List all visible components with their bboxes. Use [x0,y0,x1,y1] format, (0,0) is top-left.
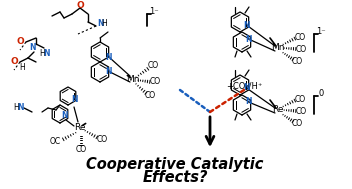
Text: CO: CO [150,77,161,87]
Text: O: O [10,57,18,67]
Text: Mn: Mn [126,75,140,84]
Text: N: N [105,67,111,77]
Text: N: N [71,95,77,105]
Text: N: N [43,50,49,59]
Text: N: N [246,98,252,106]
Text: 1⁻: 1⁻ [316,28,326,36]
Text: CO: CO [294,94,306,104]
Text: H: H [101,19,107,29]
Polygon shape [233,95,251,115]
Text: OC: OC [49,138,61,146]
Text: N: N [29,43,35,53]
Text: N: N [246,35,252,43]
Text: CO: CO [75,146,87,154]
Text: H: H [13,104,19,112]
Text: 0: 0 [318,90,323,98]
Text: H: H [19,64,25,73]
Polygon shape [52,105,68,123]
Polygon shape [91,62,109,82]
Text: Re: Re [272,105,284,115]
Text: +CO₂/H⁺: +CO₂/H⁺ [226,81,262,91]
Text: N: N [17,104,23,112]
Text: Effects?: Effects? [142,170,208,184]
Polygon shape [91,42,109,62]
Text: N: N [61,112,67,121]
Text: N: N [244,84,250,92]
Polygon shape [231,75,249,95]
Text: CO: CO [295,106,307,115]
Text: CO: CO [96,136,108,145]
Text: Cooperative Catalytic: Cooperative Catalytic [86,156,264,171]
Text: CO: CO [144,91,156,101]
Text: N: N [97,19,103,29]
Text: N: N [244,20,250,29]
Text: Mn: Mn [271,43,285,53]
Text: CO: CO [291,57,303,67]
Text: O: O [16,37,24,46]
Text: O: O [76,1,84,9]
Text: Re: Re [74,123,86,132]
Text: CO: CO [295,44,307,53]
Text: CO: CO [294,33,306,42]
Text: H: H [39,50,45,59]
Text: CO: CO [147,61,158,70]
Text: N: N [105,53,111,63]
Polygon shape [233,32,251,52]
Text: 1⁻: 1⁻ [149,8,159,16]
Polygon shape [231,12,249,32]
Polygon shape [60,87,76,105]
Text: CO: CO [291,119,303,129]
